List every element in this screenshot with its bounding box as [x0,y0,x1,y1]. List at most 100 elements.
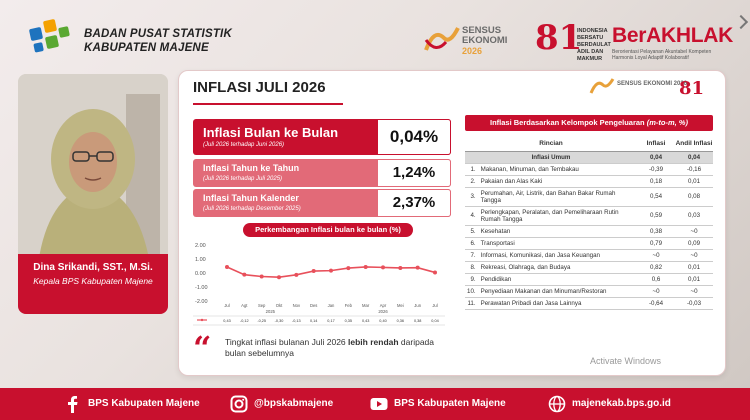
row-number: 4. [465,206,479,226]
ri-81-logo: 81 INDONESIA BERSATU BERDAULAT ADIL DAN … [535,18,615,72]
row-inflasi: -0,39 [637,163,675,176]
row-label: Kesehatan [478,225,637,238]
row-number: 1. [465,163,479,176]
y-tick-label: -2.00 [195,299,208,305]
inflation-card: INFLASI JULI 2026 SENSUS EKONOMI 2026 81… [178,70,726,376]
bps-logo [26,14,78,58]
facebook-label: BPS Kabupaten Majene [88,398,200,409]
row-number: 8. [465,261,479,274]
row-label: Penyediaan Makanan dan Minuman/Restoran [478,285,637,298]
card-logo-sensus: SENSUS EKONOMI 2026 [617,81,688,87]
ri-81-text: INDONESIA BERSATU BERDAULAT ADIL DAN MAK… [577,28,611,62]
ri-81-number: 81 [535,18,583,58]
data-point [346,266,351,271]
data-point [294,272,299,277]
table-row: 4. Perlengkapan, Peralatan, dan Pemelihar… [465,206,713,226]
row-number: 2. [465,175,479,188]
chevron-right-icon[interactable] [733,14,749,30]
table-title-unit: (m-to-m, %) [646,118,688,127]
data-point [277,275,281,280]
row-andil: 0,03 [675,206,713,226]
data-point [329,268,333,273]
row-andil: ~0 [675,285,713,298]
data-label: -0,12 [240,319,249,323]
row-label: Perawatan Pribadi dan Jasa Lainnya [478,297,637,310]
table-row: 10. Penyediaan Makanan dan Minuman/Restor… [465,285,713,298]
row-andil: -0,03 [675,297,713,310]
data-label: -0,13 [292,319,301,323]
line-chart: 2.00 1.00 0.00 -1.00 -2.00 Jul Agt Sep Okt Nov Des… [193,243,445,326]
inflation-yoy-box: Inflasi Tahun ke Tahun (Juli 2026 terhad… [193,159,451,187]
data-label: -0,30 [275,319,284,323]
data-label: 0,35 [345,319,352,323]
inflation-table: Rincian Inflasi Andil Inflasi Inflasi Um… [465,137,713,310]
umum-label: Inflasi Umum [465,151,637,164]
data-point [415,265,420,270]
presenter-name: Dina Srikandi, SST., M.Si. [33,262,153,273]
year-label: 2026 [378,309,388,314]
sensus-line-1: SENSUS [462,25,502,36]
x-tick-label: Okt [276,303,283,308]
data-label: 0,43 [223,319,230,323]
presenter-silhouette [18,74,168,264]
facebook-link[interactable]: BPS Kabupaten Majene [64,395,200,413]
col-inflasi: Inflasi [637,137,675,152]
x-tick-label: Jul [432,303,437,308]
row-number: 6. [465,237,479,250]
youtube-icon [370,398,388,410]
data-label: 0,04 [431,319,438,323]
row-andil: ~0 [675,249,713,262]
sensus-year: 2026 [462,46,483,56]
row-label: Transportasi [478,237,637,250]
yoy-label: Inflasi Tahun ke Tahun [203,163,300,173]
row-inflasi: 0,18 [637,175,675,188]
row-label: Pendidikan [478,273,637,286]
card-logos: SENSUS EKONOMI 2026 81 [589,75,709,99]
x-tick-label: Des [310,303,317,308]
table-title: Inflasi Berdasarkan Kelompok Pengeluaran… [465,115,713,131]
x-tick-label: Jul [224,303,229,308]
table-row: 1. Makanan, Minuman, dan Tembakau -0,39 -0,… [465,163,713,176]
facebook-icon [68,396,78,413]
berakhlak-logo: BerAKHLAK Berorientasi Pelayanan Akuntab… [612,24,733,61]
x-tick-label: Mei [397,303,404,308]
row-andil: 0,01 [675,175,713,188]
sensus-line-2: EKONOMI [462,35,508,46]
y-tick-label: 0.00 [195,271,206,277]
y-tick-label: 2.00 [195,243,206,249]
agency-line-1: BADAN PUSAT STATISTIK [84,28,232,40]
youtube-link[interactable]: BPS Kabupaten Majene [370,395,506,413]
x-tick-label: Agt [241,303,248,308]
globe-icon [548,395,566,413]
row-inflasi: ~0 [637,285,675,298]
website-label: majenekab.bps.go.id [572,398,671,409]
title-underline [193,103,343,105]
quote-text: Tingkat inflasi bulanan Juli 2026 lebih … [225,337,455,359]
data-label: 0,43 [362,319,369,323]
table-row: 11. Perawatan Pribadi dan Jasa Lainnya -0,… [465,297,713,310]
card-logo-81: 81 [679,78,704,99]
instagram-link[interactable]: @bpskabmajene [230,395,333,413]
table-row: 8. Rekreasi, Olahraga, dan Budaya 0,82 0,01 [465,261,713,274]
data-point [259,274,264,279]
row-inflasi: -0,64 [637,297,675,310]
year-label: 2025 [266,309,276,314]
row-label: Perlengkapan, Peralatan, dan Pemeliharaa… [478,206,637,226]
col-rincian: Rincian [465,137,637,152]
data-label: 0,38 [414,319,421,323]
row-label: Informasi, Komunikasi, dan Jasa Keuangan [478,249,637,262]
chart-title: Perkembangan Inflasi bulan ke bulan (%) [243,223,413,237]
x-tick-label: Sep [258,303,266,308]
website-link[interactable]: majenekab.bps.go.id [548,395,671,413]
x-tick-label: Nov [293,303,301,308]
row-number: 7. [465,249,479,262]
ytd-period: (Juli 2026 terhadap Desember 2025) [203,206,301,212]
data-label: 0,14 [310,319,317,323]
umum-andil: 0,04 [675,151,713,164]
presenter-role: Kepala BPS Kabupaten Majene [33,276,153,286]
x-tick-label: Jan [328,303,335,308]
row-inflasi: 0,82 [637,261,675,274]
y-tick-label: -1.00 [195,285,208,291]
x-tick-label: Mar [362,303,370,308]
data-label: 0,36 [397,319,404,323]
